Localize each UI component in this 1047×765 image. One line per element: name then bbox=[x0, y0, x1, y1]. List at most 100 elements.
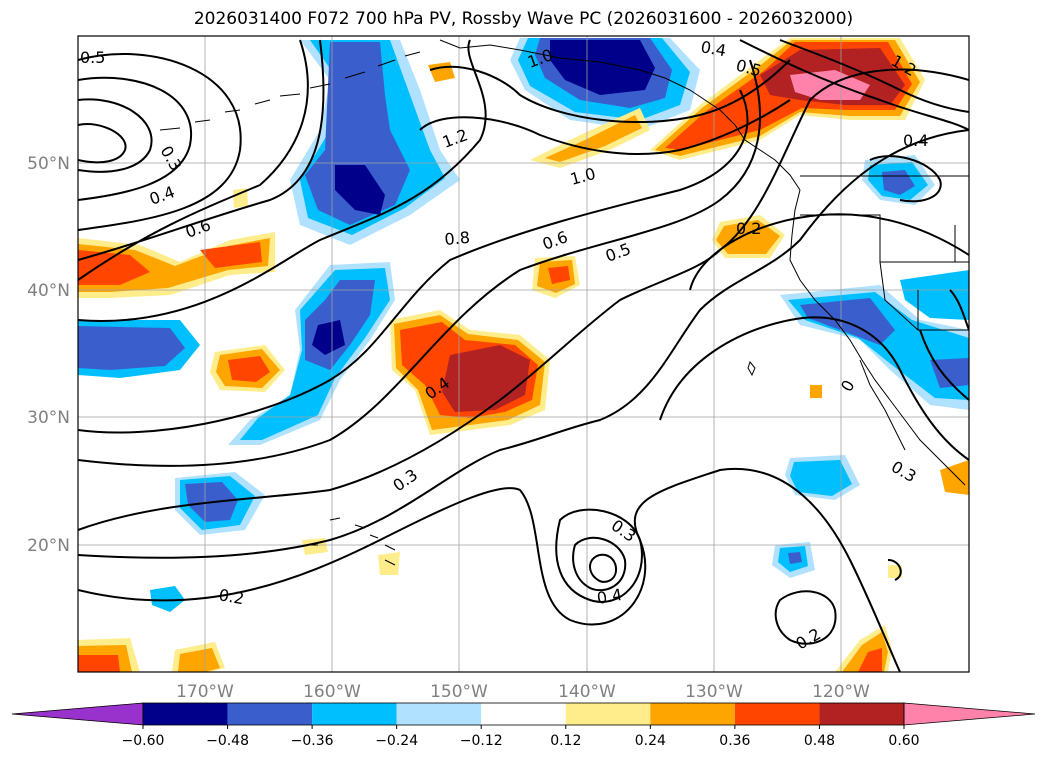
colorbar-swatch bbox=[481, 703, 566, 725]
anomaly-negative-region bbox=[550, 40, 655, 95]
state-border bbox=[879, 261, 969, 331]
graticule bbox=[78, 36, 969, 672]
anomaly-positive-region bbox=[228, 356, 270, 382]
colorbar-tick-label: 0.60 bbox=[888, 733, 919, 749]
anomaly-positive-region bbox=[378, 552, 400, 575]
anomaly-negative-region bbox=[312, 320, 345, 355]
anomaly-positive-region bbox=[442, 345, 530, 412]
contour-line bbox=[689, 213, 969, 291]
contour-label: 0.4 bbox=[903, 131, 928, 150]
longitude-label: 160°W bbox=[303, 682, 361, 702]
longitude-label: 150°W bbox=[430, 682, 488, 702]
anomaly-positive-region bbox=[200, 242, 262, 268]
anomaly-positive-region bbox=[548, 266, 570, 284]
contour-line bbox=[919, 329, 969, 401]
colorbar-border bbox=[142, 702, 905, 726]
latitude-label: 30°N bbox=[27, 408, 70, 428]
small-island bbox=[747, 360, 756, 377]
colorbar-tick-label: −0.36 bbox=[291, 733, 334, 749]
colorbar-swatch bbox=[734, 703, 820, 725]
contour-line bbox=[419, 99, 791, 155]
anomaly-negative-region bbox=[790, 460, 852, 496]
longitude-label: 120°W bbox=[812, 682, 870, 702]
anomaly-positive-region bbox=[716, 220, 780, 254]
latitude-label: 40°N bbox=[27, 281, 70, 301]
hawaii-islands bbox=[329, 517, 396, 566]
anomaly-positive-region bbox=[78, 655, 120, 672]
baja-peninsula bbox=[859, 359, 906, 451]
longitude-labels: 170°W 160°W 150°W 140°W 130°W 120°W bbox=[176, 682, 870, 702]
contour-line bbox=[949, 289, 969, 331]
colorbar-swatch bbox=[650, 703, 735, 725]
anomaly-negative-region bbox=[800, 298, 895, 345]
anomaly-positive-region bbox=[858, 648, 882, 672]
anomaly-positive-region bbox=[940, 460, 969, 495]
contour-label: 0.4 bbox=[595, 585, 623, 608]
latitude-label: 20°N bbox=[27, 536, 70, 556]
contour-line bbox=[78, 89, 749, 434]
longitude-label: 170°W bbox=[176, 682, 234, 702]
contour-line bbox=[78, 467, 901, 672]
colorbar-swatch bbox=[819, 703, 904, 725]
colorbar-tick-label: −0.12 bbox=[460, 733, 503, 749]
anomaly-positive-region bbox=[78, 250, 150, 285]
colorbar-swatch bbox=[312, 703, 397, 725]
contour-line bbox=[78, 39, 325, 261]
colorbar: −0.60 −0.48 −0.36 −0.24 −0.12 0.12 0.24 0.36 0.4… bbox=[11, 702, 1036, 749]
colorbar-tick-label: 0.12 bbox=[550, 733, 581, 749]
longitude-label: 130°W bbox=[685, 682, 743, 702]
anomaly-negative-region bbox=[930, 358, 969, 388]
contour-line bbox=[887, 559, 902, 581]
anomaly-positive-region bbox=[233, 188, 248, 208]
contour-line bbox=[429, 59, 791, 123]
anomaly-negative-region bbox=[900, 270, 969, 320]
map-border bbox=[77, 35, 970, 673]
contour-line bbox=[78, 68, 969, 531]
colorbar-swatch bbox=[565, 703, 651, 725]
colorbar-extend-high bbox=[903, 702, 1036, 726]
contour-label: 0.4 bbox=[699, 37, 727, 60]
contour-line bbox=[78, 76, 193, 201]
anomaly-negative-region bbox=[150, 586, 185, 612]
colorbar-tick-label: 0.24 bbox=[635, 733, 666, 749]
aleutian-islands bbox=[159, 51, 421, 131]
map-title: 2026031400 F072 700 hPa PV, Rossby Wave … bbox=[193, 9, 854, 29]
colorbar-tick-label: −0.24 bbox=[375, 733, 418, 749]
pv-contours bbox=[78, 39, 969, 672]
colorbar-swatch bbox=[143, 703, 228, 725]
colorbar-tick-label: 0.36 bbox=[719, 733, 750, 749]
colorbar-swatch bbox=[396, 703, 482, 725]
anomaly-positive-region bbox=[178, 648, 220, 672]
contour-line bbox=[78, 129, 969, 559]
contour-line bbox=[739, 39, 969, 131]
contour-line bbox=[78, 53, 242, 231]
contour-label: 0.2 bbox=[217, 585, 245, 608]
latitude-label: 50°N bbox=[27, 154, 70, 174]
contour-line bbox=[78, 39, 487, 322]
contour-line bbox=[589, 553, 618, 583]
contour-line bbox=[869, 155, 942, 203]
contour-line bbox=[555, 508, 643, 603]
contour-line bbox=[78, 98, 153, 173]
colorbar-tick-label: 0.48 bbox=[804, 733, 835, 749]
contour-line bbox=[659, 316, 969, 461]
colorbar-tick-label: −0.48 bbox=[206, 733, 249, 749]
contour-line bbox=[774, 590, 837, 645]
contour-line bbox=[779, 39, 969, 113]
contour-label: 0.2 bbox=[736, 219, 761, 238]
colorbar-swatch bbox=[227, 703, 313, 725]
longitude-label: 140°W bbox=[558, 682, 616, 702]
anomaly-positive-region bbox=[888, 565, 902, 578]
anomaly-positive-region bbox=[810, 385, 822, 398]
anomaly-negative-region bbox=[305, 42, 410, 225]
anomaly-negative-region bbox=[335, 165, 385, 215]
anomaly-negative-region bbox=[788, 552, 802, 564]
colorbar-extend-low bbox=[11, 702, 144, 726]
contour-line bbox=[572, 536, 627, 592]
latitude-labels: 50°N 40°N 30°N 20°N bbox=[27, 154, 70, 556]
contour-line bbox=[78, 59, 761, 467]
contour-line bbox=[78, 123, 127, 164]
contour-label: 0.8 bbox=[444, 228, 471, 249]
alaska-coast bbox=[439, 39, 801, 191]
